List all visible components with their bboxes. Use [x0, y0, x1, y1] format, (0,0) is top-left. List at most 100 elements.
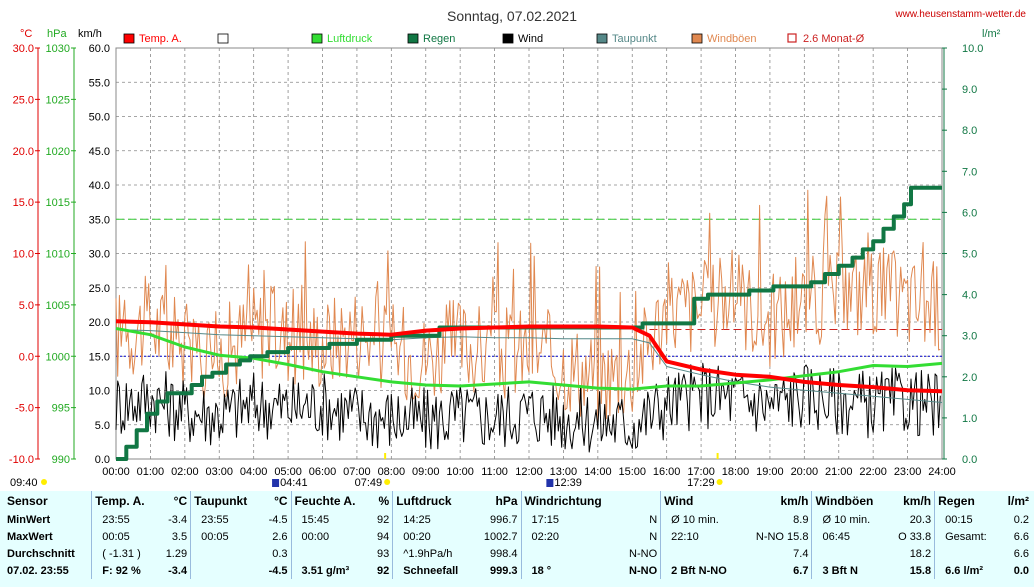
legend-item: Wind [502, 33, 543, 45]
stats-cell: 06:45 [811, 528, 888, 545]
time-tick-label: 24:00 [928, 466, 956, 478]
hdr-temp-unit: °C [173, 494, 188, 508]
legend-swatch [407, 33, 419, 44]
kmh-tick-label: 15.0 [89, 351, 110, 363]
time-tick-label: 07:00 [343, 466, 371, 478]
stats-cell: 2 Bft N-NO [660, 562, 743, 579]
stats-cell: 6.7 [793, 564, 809, 577]
hpa-tick-label: 1030 [46, 43, 70, 55]
hpa-tick-label: 1000 [46, 351, 70, 363]
time-tick-label: 17:00 [687, 466, 715, 478]
stats-cell: N-NO [629, 547, 658, 560]
time-tick-label: 01:00 [137, 466, 165, 478]
stats-row-label: 07.02. 23:55 [7, 564, 69, 577]
hpa-tick-label: 1005 [46, 300, 70, 312]
legend-item: Windböen [691, 33, 757, 45]
legend-swatch [691, 33, 703, 44]
stats-cell: N [649, 530, 658, 543]
hpa-tick-label: 1015 [46, 197, 70, 209]
moon-time-label: 12:39 [554, 477, 582, 489]
kmh-tick-label: 30.0 [89, 249, 110, 261]
stats-cell: 0.2 [1013, 513, 1029, 526]
rain-tick-label: 3.0 [962, 331, 977, 343]
temp-tick-label: 10.0 [13, 249, 34, 261]
time-tick-label: 15:00 [618, 466, 646, 478]
moon-icon [546, 479, 554, 487]
temp-tick-label: 20.0 [13, 146, 34, 158]
kmh-tick-label: 0.0 [95, 454, 110, 466]
stats-cell: 6.6 l/m² [934, 562, 1000, 579]
sun-time-label: 17:29 [687, 477, 715, 489]
series-line-temp-a- [115, 319, 943, 394]
time-tick-label: 11:00 [481, 466, 508, 478]
legend-label: Wind [518, 33, 543, 45]
kmh-tick-label: 60.0 [89, 43, 110, 55]
hdr-dir-blank [620, 491, 661, 511]
stats-cell: ( -1.31 ) [91, 545, 158, 562]
stats-cell [520, 545, 620, 562]
hdr-gust: Windböen [811, 491, 888, 511]
stats-cell: 15.8 [909, 564, 932, 577]
legend-item: Taupunkt [596, 33, 657, 45]
stats-cell: 15:45 [290, 511, 371, 528]
temp-unit-label: °C [20, 28, 32, 40]
stats-row: 07.02. 23:55 F: 92 % -3.4 -4.5 3.51 g/m³ 92 Sc… [4, 562, 1032, 579]
stats-cell: 3 Bft N [811, 562, 888, 579]
kmh-tick-label: 35.0 [89, 214, 110, 226]
rain-tick-label: 2.0 [962, 372, 977, 384]
site-link[interactable]: www.heusenstamm-wetter.de [894, 9, 1026, 20]
legend-item [217, 33, 229, 44]
stats-cell: 92 [376, 564, 390, 577]
stats-cell: 2.6 [272, 530, 288, 543]
stats-cell: N-NO [629, 564, 658, 577]
stats-cell: 00:15 [934, 511, 1000, 528]
stats-cell: 00:20 [392, 528, 474, 545]
rain-tick-label: 4.0 [962, 290, 977, 302]
series-line-wind [115, 362, 941, 453]
temp-tick-label: 25.0 [13, 94, 34, 106]
stats-cell: 14:25 [392, 511, 474, 528]
stats-cell: 18.2 [909, 547, 932, 560]
hpa-tick-label: 995 [52, 403, 70, 415]
stats-cell: 23:55 [91, 511, 158, 528]
legend-label: Windböen [707, 33, 757, 45]
legend-item: Luftdruck [311, 33, 373, 45]
stats-cell: 3.51 g/m³ [290, 562, 371, 579]
stats-cell: 00:00 [290, 528, 371, 545]
stats-cell [290, 545, 371, 562]
stats-cell: 22:10 [660, 528, 743, 545]
stats-cell [190, 545, 261, 562]
stats-cell: 7.4 [793, 547, 809, 560]
stats-cell: Gesamt: [934, 528, 1000, 545]
hpa-tick-label: 1025 [46, 94, 70, 106]
time-tick-label: 12:00 [515, 466, 543, 478]
stats-cell: 23:55 [190, 511, 261, 528]
stats-cell: -3.4 [168, 564, 188, 577]
time-tick-label: 20:00 [791, 466, 819, 478]
series-line-taupunkt [115, 329, 943, 403]
time-tick-label: 03:00 [205, 466, 233, 478]
hdr-dew: Taupunkt [190, 491, 261, 511]
rain-tick-label: 6.0 [962, 207, 977, 219]
legend-swatch [217, 33, 229, 44]
moon-icon [272, 479, 280, 487]
kmh-tick-label: 45.0 [89, 146, 110, 158]
hdr-dir: Windrichtung [520, 491, 620, 511]
stats-cell: 18 ° [520, 562, 620, 579]
time-tick-label: 06:00 [309, 466, 337, 478]
time-tick-label: 19:00 [756, 466, 784, 478]
kmh-tick-label: 50.0 [89, 112, 110, 124]
sun-icon [384, 479, 391, 485]
time-tick-label: 16:00 [653, 466, 681, 478]
kmh-tick-label: 55.0 [89, 77, 110, 89]
kmh-tick-label: 10.0 [89, 386, 110, 398]
stats-cell: -4.5 [268, 564, 288, 577]
rain-tick-label: 7.0 [962, 166, 977, 178]
legend-swatch [311, 33, 323, 44]
stats-cell: 92 [376, 513, 390, 526]
time-tick-label: 14:00 [584, 466, 612, 478]
temp-tick-label: 30.0 [13, 43, 34, 55]
hdr-press-unit: hPa [495, 494, 518, 508]
hdr-gust-unit: km/h [903, 494, 932, 508]
rain-unit-label: l/m² [982, 28, 1001, 40]
